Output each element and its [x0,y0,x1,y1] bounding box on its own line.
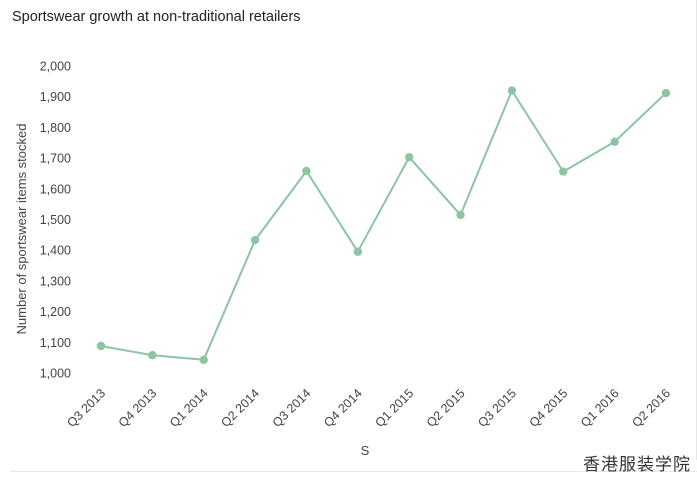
x-tick-label: Q2 2015 [424,386,468,430]
data-point[interactable] [250,235,260,245]
y-tick-label: 2,000 [40,60,71,74]
x-tick-label: Q1 2014 [167,386,211,430]
data-point[interactable] [610,137,619,147]
panel-divider-bottom [10,471,697,472]
x-tick-label: Q3 2014 [270,386,314,430]
y-tick-label: 1,700 [40,152,71,166]
x-tick-label: Q2 2016 [629,386,673,430]
y-axis-ticks: 1,000 1,100 1,200 1,300 1,400 1,500 1,600 1,700… [40,60,71,381]
x-axis-label: S [361,443,370,458]
series-group [96,86,671,364]
data-point[interactable] [148,350,157,360]
series-line [100,89,667,361]
y-tick-label: 1,800 [40,121,71,135]
x-tick-label: Q4 2015 [527,386,571,430]
x-tick-label: Q1 2016 [578,386,622,430]
data-point[interactable] [507,86,517,95]
y-tick-label: 1,300 [40,274,71,288]
data-point[interactable] [661,88,671,98]
data-point[interactable] [96,341,106,351]
data-point[interactable] [199,355,208,364]
y-tick-label: 1,000 [40,367,71,381]
x-tick-label: Q4 2014 [321,386,365,430]
data-point[interactable] [559,167,568,176]
y-tick-label: 1,100 [40,336,71,350]
y-tick-label: 1,200 [40,305,71,319]
y-axis-label: Number of sportswear items stocked [14,124,29,335]
x-tick-label: Q2 2014 [218,386,262,430]
x-tick-label: Q4 2013 [116,386,160,430]
y-tick-label: 1,500 [40,213,71,227]
chart-title: Sportswear growth at non-traditional ret… [12,9,301,25]
data-point[interactable] [302,166,311,176]
y-tick-label: 1,400 [40,244,71,258]
y-tick-label: 1,600 [40,182,71,196]
data-point[interactable] [353,247,363,256]
x-tick-label: Q3 2015 [475,386,519,430]
x-tick-label: Q1 2015 [372,386,416,430]
y-tick-label: 1,900 [40,90,71,104]
data-point[interactable] [404,152,414,162]
data-point[interactable] [456,210,465,220]
x-axis-ticks: Q3 2013 Q4 2013 Q1 2014 Q2 2014 Q3 2014 Q4 20… [64,386,673,430]
watermark: 香港服装学院 [583,455,691,475]
x-tick-label: Q3 2013 [64,386,108,430]
